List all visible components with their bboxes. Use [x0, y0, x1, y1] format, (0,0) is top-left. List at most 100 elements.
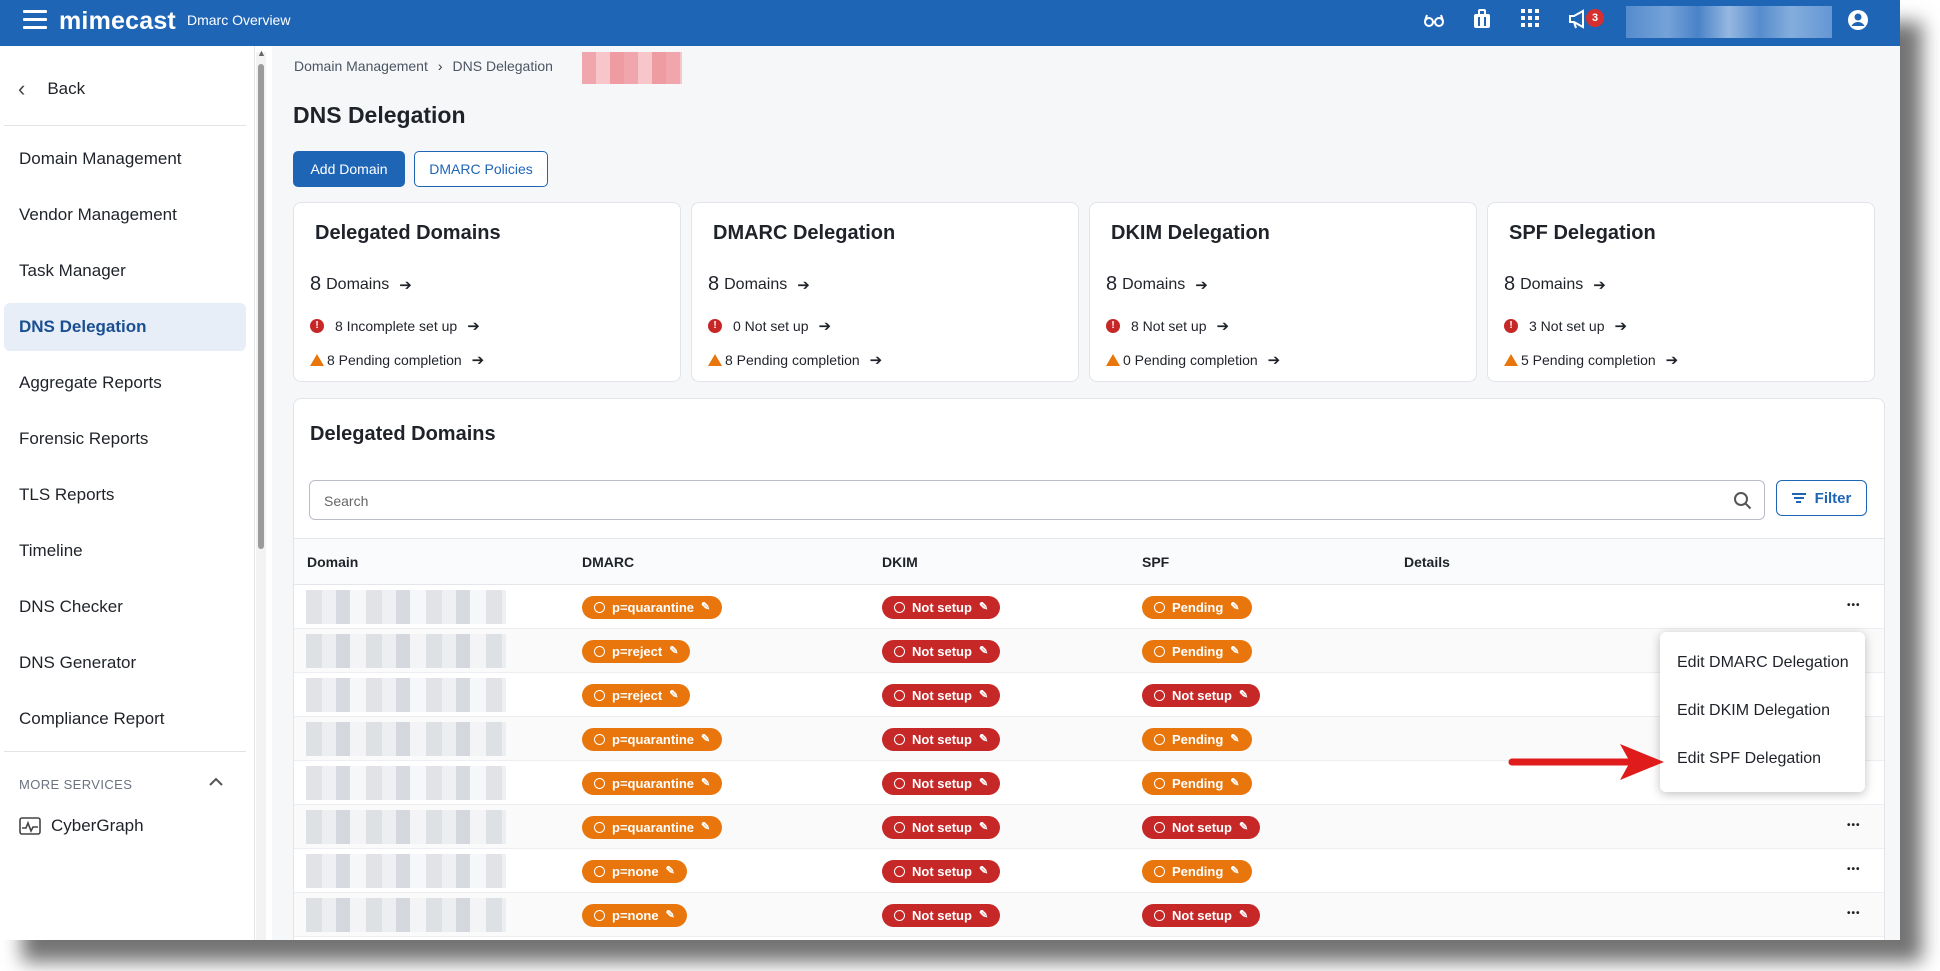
more-actions-icon[interactable]: •••	[1847, 820, 1861, 831]
megaphone-icon[interactable]	[1565, 8, 1593, 36]
spf-status-pill[interactable]: Pending ✎	[1142, 860, 1252, 883]
dmarc-status-pill[interactable]: p=quarantine ✎	[582, 596, 723, 619]
menu-item-edit-dkim-delegation[interactable]: Edit DKIM Delegation	[1677, 702, 1830, 719]
briefcase-icon[interactable]	[1468, 8, 1496, 36]
arrow-right-icon: ➔	[399, 276, 412, 294]
user-account-icon[interactable]	[1846, 8, 1874, 36]
dmarc-status-pill[interactable]: p=none ✎	[582, 860, 687, 883]
edit-pencil-icon: ✎	[978, 909, 989, 921]
domain-name-redacted[interactable]	[306, 722, 506, 756]
card-error-line[interactable]: ! 0 Not set up ➔	[708, 317, 831, 335]
chevron-up-icon[interactable]	[208, 771, 224, 792]
card-domain-count-link[interactable]: 8 Domains ➔	[1504, 273, 1606, 296]
spf-status-pill[interactable]: Not setup ✎	[1142, 816, 1261, 839]
card-domain-count-link[interactable]: 8 Domains ➔	[310, 273, 412, 296]
spf-status-pill[interactable]: Not setup ✎	[1142, 904, 1261, 927]
dkim-status-pill[interactable]: Not setup ✎	[882, 772, 1001, 795]
card-title: SPF Delegation	[1509, 222, 1656, 244]
menu-item-edit-dmarc-delegation[interactable]: Edit DMARC Delegation	[1677, 654, 1849, 671]
dmarc-status-pill[interactable]: p=quarantine ✎	[582, 816, 723, 839]
dmarc-status-pill[interactable]: p=reject ✎	[582, 640, 691, 663]
status-circle-icon	[894, 646, 905, 657]
card-warning-line[interactable]: 0 Pending completion ➔	[1106, 351, 1280, 369]
column-header-dkim[interactable]: DKIM	[882, 554, 918, 570]
domain-name-redacted[interactable]	[306, 678, 506, 712]
dmarc-status-pill[interactable]: p=none ✎	[582, 904, 687, 927]
card-title: DMARC Delegation	[713, 222, 896, 244]
status-circle-icon	[594, 734, 605, 745]
warning-line-text: 5 Pending completion	[1521, 352, 1656, 368]
dmarc-status-pill[interactable]: p=quarantine ✎	[582, 772, 723, 795]
sidebar-item-vendor-management[interactable]: Vendor Management	[19, 205, 177, 224]
dkim-status-pill[interactable]: Not setup ✎	[882, 816, 1001, 839]
sidebar-item-timeline[interactable]: Timeline	[19, 541, 83, 560]
more-actions-icon[interactable]: •••	[1847, 908, 1861, 919]
domain-name-redacted[interactable]	[306, 590, 506, 624]
dkim-status-pill[interactable]: Not setup ✎	[882, 596, 1001, 619]
dkim-status-pill[interactable]: Not setup ✎	[882, 640, 1001, 663]
apps-grid-icon[interactable]	[1516, 8, 1544, 36]
status-text: Pending	[1172, 864, 1224, 879]
spf-status-pill[interactable]: Not setup ✎	[1142, 684, 1261, 707]
dmarc-policies-button[interactable]: DMARC Policies	[414, 151, 548, 187]
sidebar-item-forensic-reports[interactable]: Forensic Reports	[19, 429, 149, 448]
column-header-dmarc[interactable]: DMARC	[582, 554, 635, 570]
domain-name-redacted[interactable]	[306, 854, 506, 888]
more-actions-icon[interactable]: •••	[1847, 600, 1861, 611]
more-actions-icon[interactable]: •••	[1847, 864, 1861, 875]
warning-icon	[310, 354, 324, 366]
sidebar-item-compliance-report[interactable]: Compliance Report	[19, 709, 165, 728]
status-text: Not setup	[912, 688, 972, 703]
spf-status-pill[interactable]: Pending ✎	[1142, 596, 1252, 619]
card-domain-count-link[interactable]: 8 Domains ➔	[1106, 273, 1208, 296]
dmarc-status-pill[interactable]: p=reject ✎	[582, 684, 691, 707]
add-domain-button[interactable]: Add Domain	[293, 151, 405, 187]
card-warning-line[interactable]: 8 Pending completion ➔	[310, 351, 484, 369]
glasses-icon[interactable]	[1420, 8, 1448, 36]
card-warning-line[interactable]: 8 Pending completion ➔	[708, 351, 882, 369]
sidebar-item-task-manager[interactable]: Task Manager	[19, 261, 126, 280]
card-domain-count-link[interactable]: 8 Domains ➔	[708, 273, 810, 296]
sidebar-item-aggregate-reports[interactable]: Aggregate Reports	[19, 373, 162, 392]
dkim-status-pill[interactable]: Not setup ✎	[882, 904, 1001, 927]
domain-name-redacted[interactable]	[306, 810, 506, 844]
main-content: Domain Management › DNS Delegation DNS D…	[272, 46, 1900, 940]
column-header-domain[interactable]: Domain	[307, 554, 359, 570]
filter-button[interactable]: Filter	[1776, 480, 1867, 516]
spf-status-pill[interactable]: Pending ✎	[1142, 772, 1252, 795]
edit-pencil-icon: ✎	[1230, 865, 1240, 877]
sidebar-item-cybergraph[interactable]: CyberGraph	[19, 816, 144, 836]
scrollbar-thumb[interactable]	[258, 64, 264, 549]
back-label: Back	[47, 79, 86, 98]
menu-item-edit-spf-delegation[interactable]: Edit SPF Delegation	[1677, 750, 1822, 767]
sidebar-scrollbar[interactable]: ▲	[256, 48, 266, 940]
search-box[interactable]	[309, 480, 1765, 520]
sidebar-item-domain-management[interactable]: Domain Management	[19, 149, 182, 168]
search-input[interactable]	[324, 491, 1704, 511]
dmarc-status-pill[interactable]: p=quarantine ✎	[582, 728, 723, 751]
card-error-line[interactable]: ! 8 Incomplete set up ➔	[310, 317, 480, 335]
dkim-status-pill[interactable]: Not setup ✎	[882, 860, 1001, 883]
domain-name-redacted[interactable]	[306, 634, 506, 668]
sidebar-item-dns-generator[interactable]: DNS Generator	[19, 653, 137, 672]
dkim-status-pill[interactable]: Not setup ✎	[882, 684, 1001, 707]
domain-name-redacted[interactable]	[306, 766, 506, 800]
sidebar-item-tls-reports[interactable]: TLS Reports	[19, 485, 115, 504]
search-icon[interactable]	[1732, 490, 1754, 512]
scroll-up-arrow-icon[interactable]: ▲	[257, 48, 266, 58]
column-header-spf[interactable]: SPF	[1142, 554, 1170, 570]
back-link[interactable]: ‹ Back	[18, 75, 85, 103]
card-warning-line[interactable]: 5 Pending completion ➔	[1504, 351, 1678, 369]
dkim-status-pill[interactable]: Not setup ✎	[882, 728, 1001, 751]
breadcrumb-domain-management[interactable]: Domain Management	[294, 58, 428, 74]
hamburger-menu-icon[interactable]	[23, 10, 47, 30]
card-error-line[interactable]: ! 8 Not set up ➔	[1106, 317, 1229, 335]
card-dmarc-delegation: DMARC Delegation 8 Domains ➔ ! 0 Not set up…	[691, 202, 1079, 382]
sidebar-item-dns-checker[interactable]: DNS Checker	[19, 597, 123, 616]
card-error-line[interactable]: ! 3 Not set up ➔	[1504, 317, 1627, 335]
spf-status-pill[interactable]: Pending ✎	[1142, 640, 1252, 663]
sidebar: ‹ Back Domain Management Vendor Manageme…	[0, 46, 255, 940]
spf-status-pill[interactable]: Pending ✎	[1142, 728, 1252, 751]
domain-name-redacted[interactable]	[306, 898, 506, 932]
sidebar-item-dns-delegation[interactable]: DNS Delegation	[4, 303, 246, 351]
